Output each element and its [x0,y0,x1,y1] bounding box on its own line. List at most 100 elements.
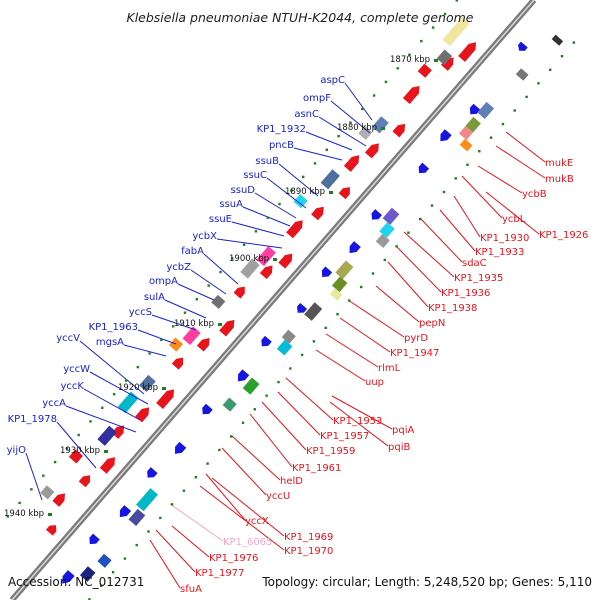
leader-line [278,163,319,197]
reverse-gene-label-pepn: pepN [419,318,445,329]
guide-dot [42,474,45,477]
reverse-cds-arrow [343,155,360,172]
forward-cds-arrow [89,533,100,545]
guide-dot [206,462,209,465]
leader-line [137,329,177,345]
reverse-cds-arrow [52,493,65,507]
guide-dot [88,598,91,600]
reverse-feature-block [117,391,139,414]
leader-line [315,349,366,382]
guide-dot [170,503,174,506]
forward-cds-arrow [202,403,213,415]
forward-cds-arrow [147,467,158,478]
leader-line [461,175,503,219]
reverse-feature-block [436,49,453,66]
guide-dot [525,95,528,99]
forward-cds-arrow [237,369,250,382]
forward-gene-label-yccw: yccW [63,364,90,375]
reverse-gene-label-kp1-1977: KP1_1977 [195,568,244,579]
reverse-cds-arrow [196,338,210,352]
reverse-cds-arrow [259,265,273,280]
reverse-cds-arrow [233,286,245,299]
reverse-feature-block [211,294,226,309]
position-tick-mark [381,127,385,130]
forward-feature-block [136,488,158,512]
forward-cds-arrow [440,129,452,142]
forward-gene-label-asnc: asnC [294,109,319,120]
reverse-gene-label-mukb: mukB [545,174,574,185]
guide-dot [100,584,103,587]
position-tick-mark [273,258,277,261]
position-tick-mark [104,450,108,453]
forward-cds-arrow [469,103,481,115]
gene-labels: aspC ompF asnC KP1_1932 pncB ssuB ssuC ssuD ssuA… [7,75,589,595]
reverse-cds-arrow [156,389,175,409]
guide-dot [431,26,435,29]
guide-dot [302,175,305,179]
leader-line [344,82,373,121]
reverse-feature-block [240,258,260,279]
guide-dot [253,408,256,411]
guide-dot [489,136,493,139]
guide-dot [30,488,33,491]
guide-dot [312,340,316,343]
guide-dot [172,325,175,328]
reverse-feature-block [372,116,389,134]
forward-gene-label-ycbz: ycbZ [166,262,191,273]
reverse-gene-label-kp1-1969: KP1_1969 [284,532,333,543]
leader-line [375,285,420,323]
forward-gene-label-kp1-1978: KP1_1978 [8,414,57,425]
guide-dot [195,298,198,301]
guide-dot [420,39,423,43]
forward-feature-block [465,116,481,133]
position-tick-mark [162,387,166,390]
forward-gene-label-ompa: ompA [149,276,178,287]
guide-dot [325,148,328,151]
guide-dot [278,202,281,206]
leader-line [331,395,393,430]
reverse-feature-block [256,246,276,267]
position-tick-label: 1890 kbp [285,187,325,197]
leader-line [231,435,281,481]
reverse-gene-label-kp1-1976: KP1_1976 [209,553,258,564]
forward-gene-label-yccv: yccV [56,333,80,344]
guide-dot [337,135,340,138]
guide-dot [182,489,186,492]
forward-feature-block [382,207,400,225]
reverse-cds-arrow [441,57,454,71]
forward-gene-label-sula: sulA [144,292,165,303]
reverse-gene-label-kp1-1961: KP1_1961 [292,463,341,474]
genome-backbone [9,0,537,600]
position-tick-label: 1870 kbp [390,55,430,65]
reverse-gene-label-muke: mukE [545,158,573,169]
leader-line [403,231,455,278]
guide-dot [324,326,327,329]
reverse-gene-label-pqia: pqiA [392,425,414,436]
guide-dot [147,530,150,533]
leader-line [190,269,227,295]
leader-line [285,377,334,421]
leader-line [277,391,321,436]
guide-dot [430,204,434,207]
guide-dot [277,380,280,384]
guide-dot [407,231,410,234]
forward-cds-arrow [371,209,382,220]
guide-dot [300,353,304,357]
forward-gene-label-faba: fabA [181,246,204,257]
position-tick-label: 1910 kbp [174,319,214,329]
forward-cds-arrow [174,441,187,454]
forward-feature-block [281,329,296,344]
reverse-feature-block [293,194,308,209]
guide-dot [89,420,92,423]
guide-dot [112,393,116,396]
reverse-gene-label-kp1-1953: KP1_1953 [333,416,382,427]
leader-line [495,145,546,179]
reverse-cds-arrow [286,220,303,239]
forward-gene-label-ompf: ompF [303,93,331,104]
accession-text: Accession: NC_012731 [8,575,144,589]
guide-dot [289,367,292,370]
reverse-feature-block [417,63,432,78]
leader-line [293,147,343,161]
leader-line [325,333,379,368]
